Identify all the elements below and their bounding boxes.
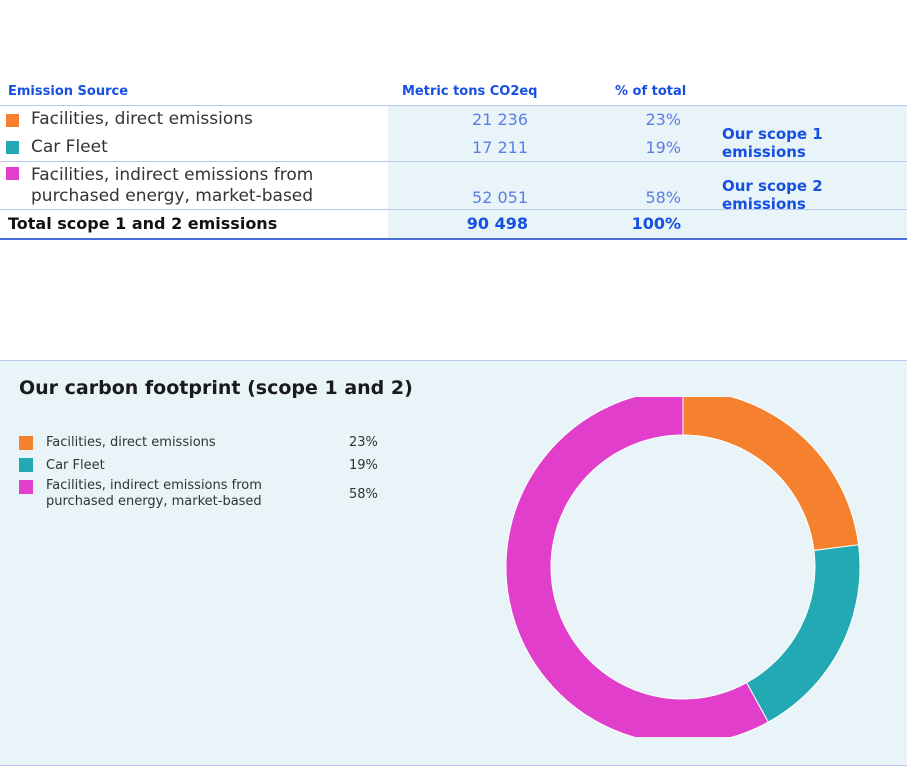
scope2-label: Our scope 2 emissions xyxy=(722,177,823,213)
row-source-label-line1: Facilities, indirect emissions from xyxy=(31,165,314,185)
row-percent: 19% xyxy=(645,138,681,157)
donut-slice-3 xyxy=(505,397,769,737)
row-color-swatch xyxy=(6,167,19,180)
row-value: 21 236 xyxy=(472,110,528,129)
total-percent: 100% xyxy=(631,214,681,233)
row-source-label: Car Fleet xyxy=(31,137,108,157)
chart-panel: Our carbon footprint (scope 1 and 2) Fac… xyxy=(0,360,907,766)
chart-title: Our carbon footprint (scope 1 and 2) xyxy=(19,377,413,399)
row-value: 17 211 xyxy=(472,138,528,157)
legend-swatch xyxy=(19,436,33,450)
scope1-label: Our scope 1 emissions xyxy=(722,125,823,161)
scope-divider xyxy=(0,161,907,162)
total-label: Total scope 1 and 2 emissions xyxy=(8,214,278,233)
total-value: 90 498 xyxy=(466,214,528,233)
total-divider xyxy=(0,209,907,210)
value-columns-shade xyxy=(388,106,907,239)
header-emission-source: Emission Source xyxy=(8,84,129,99)
row-percent: 58% xyxy=(645,188,681,207)
row-source-label-line2: purchased energy, market-based xyxy=(31,186,314,206)
legend-percent: 58% xyxy=(349,487,378,502)
row-color-swatch xyxy=(6,114,19,127)
header-divider xyxy=(0,105,907,106)
emissions-table: Emission Source Metric tons CO2eq % of t… xyxy=(0,80,907,240)
row-percent: 23% xyxy=(645,110,681,129)
table-bottom-line xyxy=(0,238,907,240)
row-source-label: Facilities, direct emissions xyxy=(31,109,253,129)
donut-chart xyxy=(505,397,861,737)
row-value: 52 051 xyxy=(472,188,528,207)
legend-percent: 19% xyxy=(349,458,378,473)
legend-swatch xyxy=(19,480,33,494)
header-percent: % of total xyxy=(615,84,687,99)
donut-slice-2 xyxy=(745,544,861,723)
donut-slice-1 xyxy=(682,397,860,552)
legend-label: Facilities, direct emissions xyxy=(46,435,216,450)
legend-label-line2: purchased energy, market-based xyxy=(46,494,262,509)
legend-percent: 23% xyxy=(349,435,378,450)
row-color-swatch xyxy=(6,141,19,154)
header-metric-tons: Metric tons CO2eq xyxy=(402,84,538,99)
legend-swatch xyxy=(19,458,33,472)
legend-label: Car Fleet xyxy=(46,458,105,473)
legend-label-line1: Facilities, indirect emissions from xyxy=(46,478,262,493)
